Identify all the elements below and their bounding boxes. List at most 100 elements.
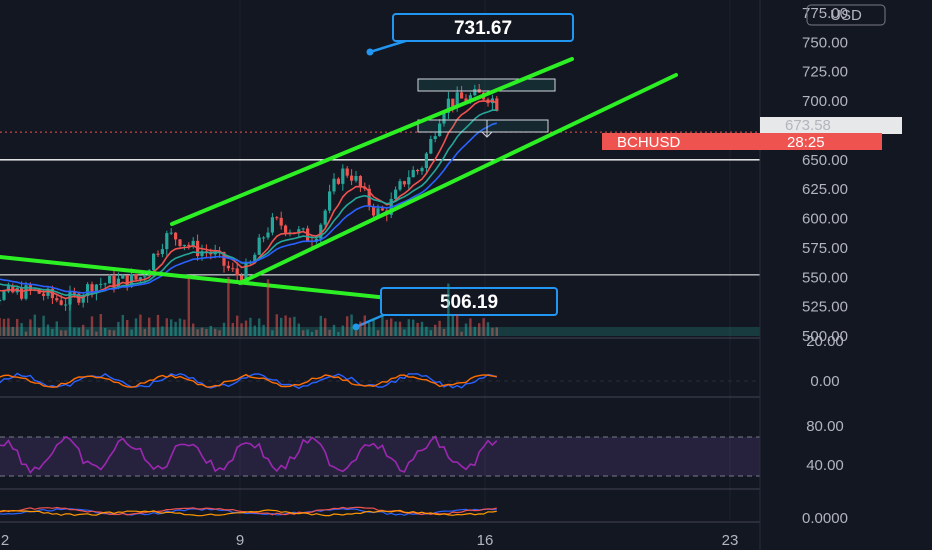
vertical-gridlines bbox=[239, 0, 731, 520]
symbol-tag[interactable]: BCHUSD 28:25 bbox=[602, 133, 882, 151]
candle-body-60 bbox=[222, 252, 226, 266]
price-tick-9: 550.00 bbox=[802, 269, 848, 286]
pane2-tick-1: 40.00 bbox=[806, 457, 844, 474]
volume-bar-16 bbox=[29, 319, 32, 336]
volume-bar-96 bbox=[381, 315, 384, 336]
volume-bar-103 bbox=[412, 319, 415, 336]
candle-body-111 bbox=[446, 98, 450, 113]
candle-body-10 bbox=[2, 291, 6, 300]
volume-bar-80 bbox=[310, 331, 314, 336]
candle-body-11 bbox=[6, 285, 10, 292]
indicator-line-orange bbox=[0, 509, 497, 517]
candle-body-38 bbox=[125, 275, 129, 287]
volume-bar-104 bbox=[416, 322, 419, 336]
volume-bar-24 bbox=[64, 330, 67, 336]
support-trendline[interactable] bbox=[0, 255, 390, 300]
candle-body-35 bbox=[112, 276, 116, 288]
high-callout[interactable]: 731.67 bbox=[366, 13, 574, 56]
volume-bar-19 bbox=[42, 315, 45, 336]
volume-bar-50 bbox=[178, 318, 182, 336]
volume-bar-15 bbox=[24, 331, 28, 336]
price-tick-7: 600.00 bbox=[802, 211, 848, 228]
candle-body-44 bbox=[152, 253, 156, 271]
volume-bar-95 bbox=[376, 330, 380, 336]
volume-bar-29 bbox=[86, 329, 89, 336]
volume-bar-83 bbox=[324, 318, 327, 336]
candle-body-26 bbox=[72, 292, 76, 294]
volume-bar-13 bbox=[16, 318, 19, 336]
volume-bar-17 bbox=[33, 314, 36, 336]
volume-bar-87 bbox=[341, 325, 344, 336]
volume-bar-121 bbox=[491, 327, 494, 336]
candle-body-90 bbox=[354, 176, 358, 181]
volume-bar-47 bbox=[165, 318, 168, 336]
volume-bar-62 bbox=[231, 322, 234, 336]
candle-body-86 bbox=[336, 178, 340, 184]
candle-body-71 bbox=[270, 217, 274, 233]
volume-bar-112 bbox=[451, 315, 454, 336]
candle-body-95 bbox=[376, 208, 380, 216]
candle-body-114 bbox=[460, 92, 464, 99]
volume-bar-84 bbox=[328, 329, 331, 336]
time-axis[interactable]: 2 9 16 23 bbox=[1, 532, 739, 549]
price-tick-1: 750.00 bbox=[802, 34, 848, 51]
volume-bar-45 bbox=[156, 314, 160, 336]
candle-body-107 bbox=[429, 139, 433, 154]
low-callout[interactable]: 506.19 bbox=[352, 287, 558, 331]
candle-body-84 bbox=[328, 191, 332, 211]
time-tick-2: 16 bbox=[477, 532, 494, 549]
candle-body-63 bbox=[235, 268, 239, 276]
candle-body-24 bbox=[64, 304, 68, 306]
volume-bar-48 bbox=[170, 319, 173, 336]
volume-bar-12 bbox=[11, 326, 14, 336]
volume-bar-98 bbox=[390, 318, 393, 336]
candle-body-109 bbox=[438, 123, 442, 137]
candle-body-116 bbox=[468, 95, 472, 102]
candle-body-69 bbox=[262, 237, 266, 239]
candle-body-23 bbox=[59, 300, 63, 305]
volume-bar-106 bbox=[425, 326, 428, 336]
volume-bar-109 bbox=[438, 320, 441, 336]
volume-bar-46 bbox=[161, 326, 164, 336]
oscillator-lines bbox=[0, 372, 498, 390]
candle-body-96 bbox=[380, 208, 384, 211]
candle-body-33 bbox=[103, 283, 107, 285]
currency-badge[interactable]: USD bbox=[806, 4, 886, 26]
pane-separators bbox=[0, 337, 760, 523]
volume-bar-58 bbox=[214, 328, 217, 336]
candle-body-117 bbox=[473, 88, 477, 96]
candle-body-46 bbox=[160, 249, 164, 255]
volume-bar-31 bbox=[95, 331, 98, 336]
volume-bar-86 bbox=[337, 331, 340, 336]
volume-bar-122 bbox=[495, 327, 498, 336]
volume-bars bbox=[0, 276, 498, 336]
channel-lower-trendline[interactable] bbox=[238, 73, 678, 285]
candle-body-53 bbox=[191, 240, 195, 246]
price-tick-3: 700.00 bbox=[802, 93, 848, 110]
volume-bar-64 bbox=[240, 323, 243, 336]
candle-body-61 bbox=[226, 265, 230, 269]
volume-bar-28 bbox=[82, 324, 85, 336]
candle-body-79 bbox=[306, 228, 310, 241]
volume-bar-70 bbox=[266, 279, 270, 336]
candle-body-106 bbox=[424, 153, 428, 168]
currency-badge-label: USD bbox=[830, 7, 862, 24]
volume-bar-72 bbox=[275, 314, 278, 336]
channel-upper-trendline[interactable] bbox=[170, 57, 574, 226]
volume-bar-42 bbox=[143, 328, 146, 336]
candle-body-52 bbox=[187, 244, 191, 246]
candle-body-62 bbox=[231, 268, 235, 270]
candle-body-36 bbox=[116, 278, 120, 288]
range-boxes bbox=[417, 78, 556, 138]
volume-bar-82 bbox=[319, 315, 322, 336]
candle-body-65 bbox=[244, 263, 248, 283]
volume-bar-79 bbox=[306, 329, 309, 336]
price-scale[interactable]: 775.00 750.00 725.00 700.00 650.00 625.00 600.… bbox=[802, 5, 848, 527]
candle-body-77 bbox=[297, 229, 301, 234]
pane1-tick-1: 0.00 bbox=[810, 373, 839, 390]
volume-bar-33 bbox=[104, 327, 107, 336]
volume-bar-101 bbox=[403, 329, 406, 336]
candle-body-19 bbox=[42, 293, 46, 296]
volume-bar-26 bbox=[73, 327, 76, 336]
